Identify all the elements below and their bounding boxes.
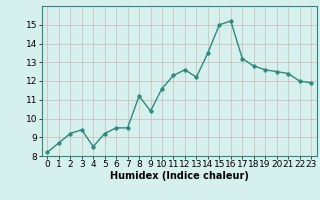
X-axis label: Humidex (Indice chaleur): Humidex (Indice chaleur) bbox=[110, 171, 249, 181]
